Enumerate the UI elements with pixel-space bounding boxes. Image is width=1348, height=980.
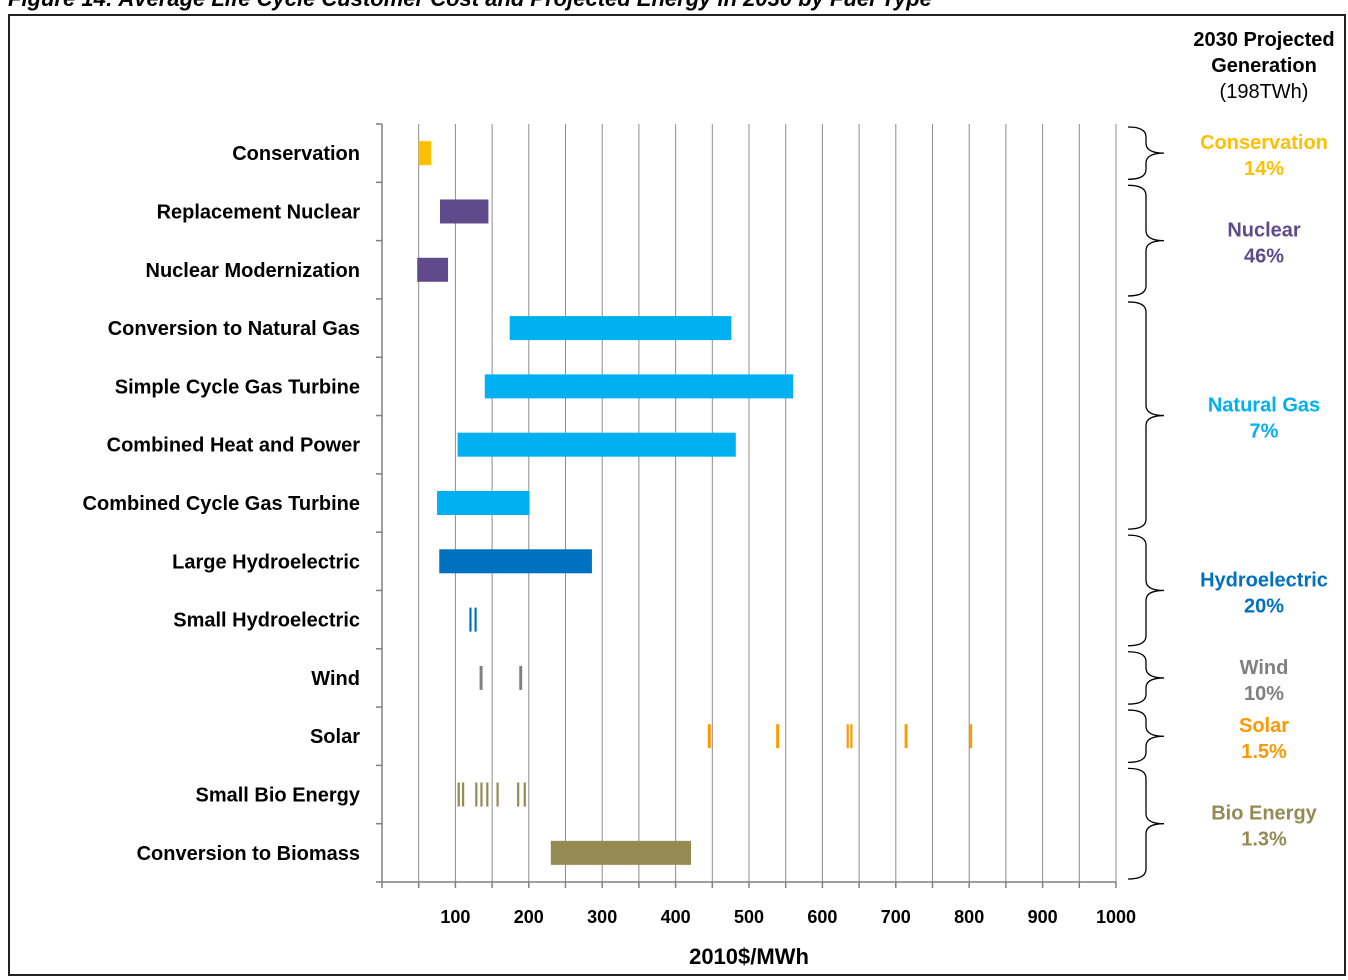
axis-layer — [376, 123, 1117, 888]
bar-layer — [417, 141, 973, 865]
group-percent-label: 1.3% — [1241, 829, 1287, 851]
category-label: Solar — [310, 726, 360, 748]
range-bar — [457, 432, 736, 457]
range-bar — [550, 840, 692, 865]
range-bar — [480, 782, 483, 807]
range-bar — [484, 374, 794, 399]
range-bar — [457, 782, 460, 807]
range-bar — [496, 782, 499, 807]
panel-header-line2: Generation — [1211, 55, 1317, 77]
range-bar — [517, 782, 520, 807]
x-tick-label: 200 — [514, 907, 544, 927]
chart-svg: Conservation Replacement Nuclear Nuclear M… — [83, 29, 1335, 969]
x-tick-label: 700 — [881, 907, 911, 927]
group-name-label: Nuclear — [1227, 220, 1301, 242]
range-bar — [509, 316, 732, 341]
range-bar — [707, 724, 711, 749]
category-label: Replacement Nuclear — [157, 201, 361, 223]
category-label: Simple Cycle Gas Turbine — [115, 376, 360, 398]
group-name-label: Hydroelectric — [1200, 569, 1328, 591]
group-percent-label: 20% — [1244, 595, 1284, 617]
group-brace — [1127, 184, 1165, 297]
chart-frame: Conservation Replacement Nuclear Nuclear M… — [8, 14, 1346, 976]
group-brace — [1127, 534, 1165, 647]
group-brace — [1127, 709, 1165, 764]
range-bar — [469, 607, 472, 632]
group-brace — [1127, 651, 1165, 705]
label-layer: Conservation Replacement Nuclear Nuclear M… — [83, 143, 1136, 969]
x-tick-label: 800 — [954, 907, 984, 927]
category-label: Small Hydroelectric — [173, 610, 360, 632]
category-label: Wind — [311, 668, 360, 690]
category-label: Small Bio Energy — [196, 785, 361, 807]
category-label: Conversion to Biomass — [137, 843, 360, 865]
range-bar — [479, 665, 483, 690]
range-bar — [475, 782, 478, 807]
group-name-label: Solar — [1239, 715, 1289, 737]
range-bar — [523, 782, 526, 807]
panel-header-line3: (198TWh) — [1220, 81, 1309, 103]
group-percent-label: 46% — [1244, 246, 1284, 268]
range-bar — [439, 549, 592, 574]
group-name-label: Conservation — [1200, 132, 1328, 154]
range-bar — [846, 724, 849, 749]
range-bar — [437, 491, 530, 515]
range-bar — [486, 782, 489, 807]
range-bar — [519, 665, 523, 690]
group-name-label: Bio Energy — [1211, 803, 1317, 825]
group-percent-label: 10% — [1244, 683, 1284, 705]
x-tick-label: 400 — [661, 907, 691, 927]
x-tick-label: 900 — [1028, 907, 1058, 927]
group-percent-label: 7% — [1250, 421, 1279, 443]
range-bar — [904, 724, 908, 749]
figure-title: Figure 14: Average Life Cycle Customer C… — [8, 0, 932, 12]
grid-layer — [418, 124, 1117, 882]
x-tick-label: 1000 — [1096, 907, 1136, 927]
x-tick-label: 500 — [734, 907, 764, 927]
range-bar — [969, 724, 973, 749]
range-bar — [462, 782, 465, 807]
category-label: Conservation — [232, 143, 360, 165]
category-label: Large Hydroelectric — [172, 551, 360, 573]
group-name-label: Natural Gas — [1208, 395, 1320, 417]
x-tick-label: 100 — [440, 907, 470, 927]
range-bar — [439, 199, 489, 224]
range-bar — [418, 141, 432, 166]
category-label: Combined Cycle Gas Turbine — [83, 493, 360, 515]
range-bar — [474, 607, 477, 632]
range-bar — [417, 257, 449, 282]
group-brace — [1127, 767, 1165, 880]
category-label: Conversion to Natural Gas — [108, 318, 360, 340]
range-bar — [850, 724, 853, 749]
group-brace — [1127, 301, 1165, 530]
group-name-label: Wind — [1240, 657, 1289, 679]
generation-panel: 2030 Projected Generation (198TWh) Conserva… — [1127, 29, 1335, 880]
group-brace — [1127, 126, 1165, 180]
x-tick-label: 600 — [807, 907, 837, 927]
panel-header-line1: 2030 Projected — [1193, 29, 1334, 51]
category-label: Combined Heat and Power — [107, 435, 361, 457]
category-label: Nuclear Modernization — [146, 260, 360, 282]
group-percent-label: 1.5% — [1241, 741, 1287, 763]
x-tick-label: 300 — [587, 907, 617, 927]
x-axis-title: 2010$/MWh — [689, 944, 809, 969]
range-bar — [776, 724, 780, 749]
group-percent-label: 14% — [1244, 158, 1284, 180]
